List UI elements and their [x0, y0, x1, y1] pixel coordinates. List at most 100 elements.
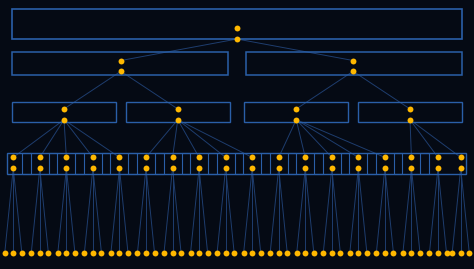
- Point: [293, 251, 301, 255]
- Point: [195, 166, 203, 170]
- Point: [54, 251, 62, 255]
- Point: [63, 166, 70, 170]
- Point: [310, 251, 318, 255]
- Bar: [12, 9, 462, 39]
- Point: [116, 155, 123, 160]
- Point: [89, 251, 97, 255]
- Point: [27, 251, 35, 255]
- Point: [257, 251, 264, 255]
- Bar: [128, 153, 137, 174]
- Point: [381, 251, 389, 255]
- Point: [381, 166, 389, 170]
- Point: [275, 166, 283, 170]
- Point: [248, 166, 256, 170]
- Point: [60, 107, 68, 111]
- Point: [124, 251, 132, 255]
- Point: [266, 251, 274, 255]
- Bar: [22, 153, 31, 174]
- Point: [448, 251, 456, 255]
- Point: [301, 251, 309, 255]
- Point: [233, 37, 241, 41]
- Point: [292, 118, 300, 122]
- Point: [416, 251, 424, 255]
- Bar: [235, 153, 243, 174]
- Point: [63, 251, 70, 255]
- Point: [399, 251, 407, 255]
- Point: [346, 251, 354, 255]
- Point: [328, 166, 336, 170]
- Point: [406, 107, 414, 111]
- Point: [328, 251, 336, 255]
- Point: [337, 251, 344, 255]
- Point: [363, 251, 371, 255]
- Bar: [102, 153, 110, 174]
- Point: [292, 107, 300, 111]
- Bar: [75, 153, 84, 174]
- Point: [107, 251, 115, 255]
- Point: [233, 26, 241, 30]
- Point: [117, 69, 125, 73]
- Point: [174, 107, 182, 111]
- Point: [426, 251, 433, 255]
- Point: [465, 251, 473, 255]
- Point: [457, 166, 465, 170]
- Bar: [208, 153, 217, 174]
- Bar: [358, 102, 462, 122]
- Point: [1, 251, 9, 255]
- Point: [142, 166, 150, 170]
- Point: [406, 118, 414, 122]
- Bar: [246, 52, 462, 75]
- Point: [177, 251, 185, 255]
- Point: [408, 155, 415, 160]
- Point: [89, 166, 97, 170]
- Bar: [288, 153, 296, 174]
- Point: [443, 251, 450, 255]
- Point: [222, 251, 229, 255]
- Point: [275, 251, 283, 255]
- Bar: [49, 153, 57, 174]
- Bar: [261, 153, 270, 174]
- Bar: [7, 153, 466, 174]
- Point: [355, 166, 362, 170]
- Point: [9, 251, 17, 255]
- Point: [71, 251, 79, 255]
- Bar: [12, 52, 228, 75]
- Bar: [182, 153, 190, 174]
- Point: [160, 251, 168, 255]
- Point: [36, 155, 44, 160]
- Point: [328, 155, 336, 160]
- Point: [60, 118, 68, 122]
- Point: [9, 166, 17, 170]
- Point: [63, 155, 70, 160]
- Point: [174, 118, 182, 122]
- Point: [142, 155, 150, 160]
- Point: [18, 251, 26, 255]
- Point: [169, 155, 176, 160]
- Bar: [420, 153, 429, 174]
- Point: [204, 251, 211, 255]
- Point: [408, 166, 415, 170]
- Point: [117, 58, 125, 63]
- Point: [116, 251, 123, 255]
- Bar: [314, 153, 323, 174]
- Point: [301, 166, 309, 170]
- Point: [373, 251, 380, 255]
- Point: [45, 251, 52, 255]
- Point: [36, 166, 44, 170]
- Point: [434, 251, 442, 255]
- Point: [89, 155, 97, 160]
- Point: [98, 251, 105, 255]
- Point: [434, 166, 442, 170]
- Point: [142, 251, 150, 255]
- Point: [301, 155, 309, 160]
- Point: [319, 251, 327, 255]
- Point: [349, 58, 357, 63]
- Point: [248, 155, 256, 160]
- Point: [390, 251, 397, 255]
- Bar: [367, 153, 376, 174]
- Point: [355, 251, 362, 255]
- Point: [275, 155, 283, 160]
- Point: [381, 155, 389, 160]
- Bar: [155, 153, 164, 174]
- Point: [169, 166, 176, 170]
